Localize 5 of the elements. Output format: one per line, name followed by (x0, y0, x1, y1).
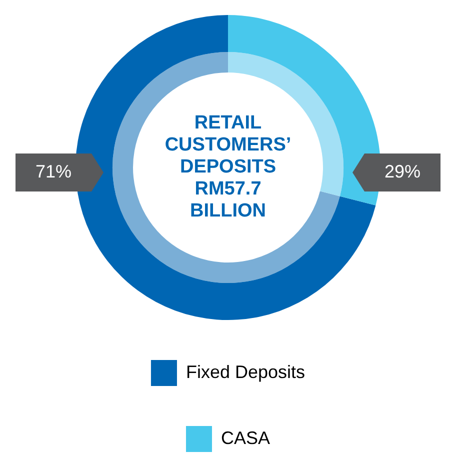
text: RETAIL CUSTOMERS’ DEPOSITS RM57.7 BILLION (164, 112, 292, 222)
text: 29% (384, 161, 421, 182)
legend-label: Fixed Deposits (186, 362, 306, 382)
legend-label: CASA (220, 428, 270, 448)
text: 71% (35, 161, 72, 182)
